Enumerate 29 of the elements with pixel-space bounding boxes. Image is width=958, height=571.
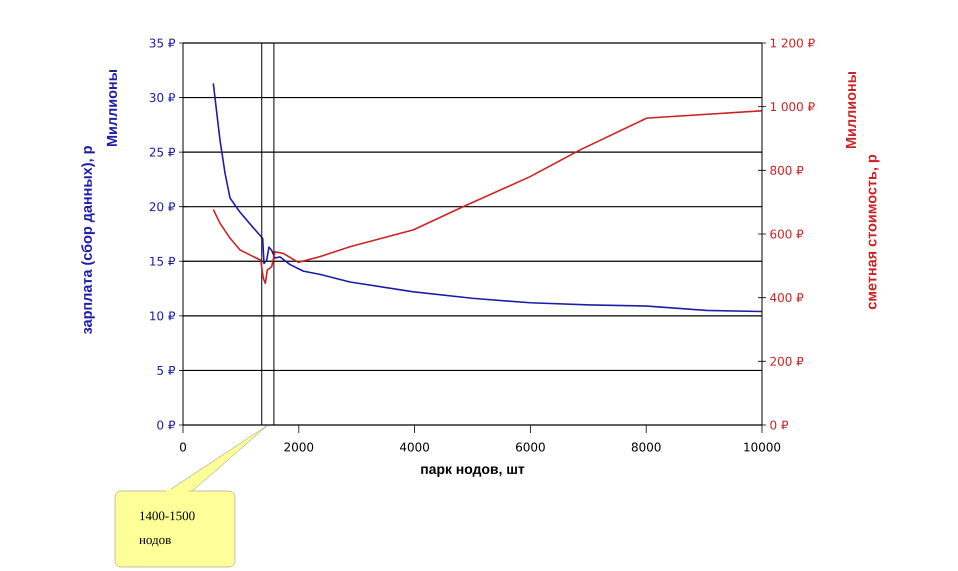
- y2-tick-label: 600 ₽: [770, 229, 804, 239]
- x-tick-label: 10000: [744, 442, 780, 452]
- y-tick-label: 30 ₽: [150, 93, 176, 102]
- y-tick-label: 10 ₽: [150, 311, 176, 320]
- y2-tick-label: 200 ₽: [770, 356, 804, 366]
- x-tick-label: 4000: [400, 442, 430, 452]
- x-tick-label: 0: [180, 442, 186, 452]
- y-tick-label: 0 ₽: [157, 420, 176, 430]
- x-tick-label: 2000: [284, 442, 314, 452]
- text: Миллионы: [846, 72, 856, 148]
- x-tick-label: 8000: [632, 442, 661, 452]
- y2-tick-label: 0 ₽: [770, 420, 788, 430]
- y2-tick-label: 1 000 ₽: [770, 102, 815, 112]
- y-tick-label: 35 ₽: [150, 38, 176, 48]
- y2-tick-label: 1 200 ₽: [770, 38, 815, 48]
- y2-tick-label: 400 ₽: [770, 293, 804, 302]
- line-series: [212, 82, 763, 312]
- y2-tick-label: 800 ₽: [770, 166, 804, 175]
- y-axis-title: зарплата (сбор данных), р: [81, 146, 95, 334]
- y-tick-label: 20 ₽: [150, 202, 176, 212]
- line-series: [212, 110, 763, 284]
- y-tick-label: 5 ₽: [157, 366, 176, 375]
- text: 1400-1500 нодов: [139, 511, 195, 547]
- x-axis-title: парк нодов, шт: [421, 466, 524, 477]
- y2-axis-title: сметная стоимость, р: [868, 154, 880, 310]
- y-tick-label: 25 ₽: [150, 148, 176, 157]
- text: Миллионы: [106, 70, 118, 146]
- y-tick-label: 15 ₽: [150, 256, 176, 266]
- x-tick-label: 6000: [516, 442, 545, 452]
